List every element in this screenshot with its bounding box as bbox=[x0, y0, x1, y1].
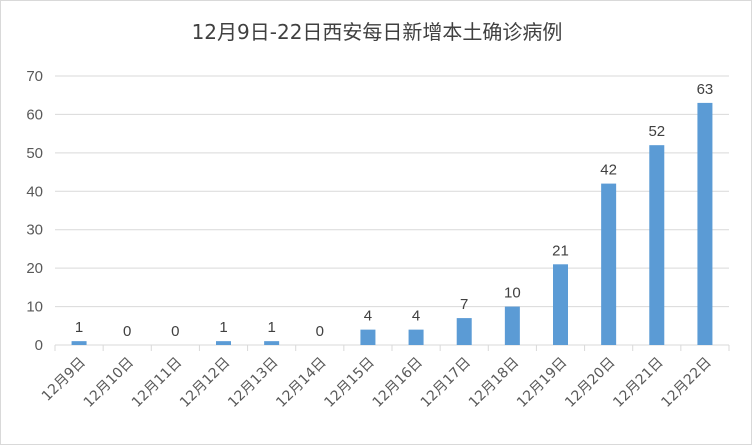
x-category-label: 12月12日 bbox=[177, 355, 233, 411]
bar bbox=[71, 341, 87, 345]
x-category-label: 12月22日 bbox=[658, 355, 714, 411]
data-label: 7 bbox=[460, 296, 468, 313]
data-label: 1 bbox=[75, 319, 83, 336]
data-label: 10 bbox=[504, 285, 521, 302]
bar bbox=[601, 183, 617, 345]
y-tick-label: 30 bbox=[26, 222, 43, 239]
bar bbox=[216, 341, 231, 345]
x-category-label: 12月13日 bbox=[225, 355, 281, 411]
x-category-label: 12月11日 bbox=[129, 355, 185, 411]
y-tick-label: 20 bbox=[26, 260, 43, 277]
data-label: 1 bbox=[267, 319, 275, 336]
data-label: 4 bbox=[412, 308, 420, 325]
y-tick-label: 70 bbox=[26, 68, 43, 85]
bar bbox=[649, 145, 665, 345]
x-category-label: 12月15日 bbox=[321, 355, 377, 411]
bar bbox=[553, 264, 568, 345]
y-tick-label: 10 bbox=[26, 299, 43, 316]
bar bbox=[504, 306, 520, 345]
chart-title: 12月9日-22日西安每日新增本土确诊病例 bbox=[192, 20, 563, 44]
bar bbox=[264, 341, 280, 345]
bar bbox=[360, 329, 376, 345]
data-label: 0 bbox=[123, 323, 131, 340]
data-label: 21 bbox=[552, 242, 569, 259]
data-label: 1 bbox=[219, 319, 227, 336]
data-label: 4 bbox=[364, 308, 372, 325]
y-tick-label: 40 bbox=[26, 183, 43, 200]
data-label: 0 bbox=[316, 323, 324, 340]
y-tick-label: 50 bbox=[26, 145, 43, 162]
x-category-label: 12月19日 bbox=[514, 355, 570, 411]
x-category-label: 12月9日 bbox=[39, 355, 89, 405]
data-label: 63 bbox=[697, 81, 714, 98]
x-category-label: 12月10日 bbox=[81, 355, 137, 411]
bar bbox=[408, 329, 424, 345]
y-tick-label: 0 bbox=[35, 337, 43, 354]
data-label: 0 bbox=[171, 323, 179, 340]
x-category-label: 12月14日 bbox=[273, 355, 329, 411]
data-label: 42 bbox=[600, 162, 617, 179]
data-label: 52 bbox=[648, 123, 665, 140]
x-category-label: 12月21日 bbox=[610, 355, 666, 411]
x-category-label: 12月20日 bbox=[562, 355, 618, 411]
x-category-label: 12月17日 bbox=[418, 355, 474, 411]
x-category-label: 12月18日 bbox=[466, 355, 522, 411]
bar bbox=[697, 102, 713, 346]
bar bbox=[456, 318, 472, 345]
y-tick-label: 60 bbox=[26, 106, 43, 123]
x-category-label: 12月16日 bbox=[370, 355, 426, 411]
